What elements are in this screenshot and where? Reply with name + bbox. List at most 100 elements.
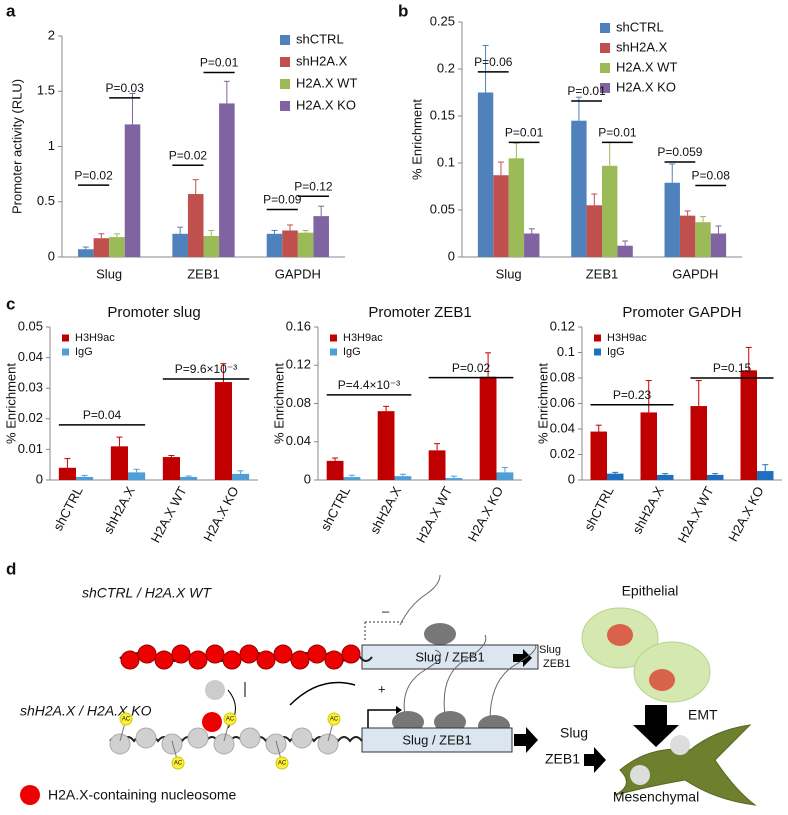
diagram: shCTRL / H2A.X WT – Slug / ZEB1 Slug ZEB… [20, 574, 757, 806]
acetyl-label: AC [122, 717, 131, 723]
nucleosome [222, 650, 242, 670]
bar [571, 120, 587, 257]
p-value: P=0.06 [474, 55, 513, 69]
p-value: P=0.01 [200, 56, 239, 70]
bar [297, 232, 314, 257]
p-value: P=0.23 [613, 388, 652, 402]
y-tick-label: 0.08 [550, 369, 575, 384]
acetyl-mark [275, 756, 289, 770]
bar [477, 92, 494, 257]
legend-swatch [330, 348, 337, 356]
bar [707, 474, 724, 480]
y-tick-label: 0.1 [437, 154, 455, 169]
legend-label: shCTRL [296, 31, 344, 46]
bar [78, 249, 94, 257]
bar [496, 472, 514, 480]
y-tick-label: 0.06 [550, 395, 575, 410]
bar [740, 370, 757, 480]
nucleosome [239, 727, 261, 749]
y-axis-label: % Enrichment [3, 363, 18, 444]
y-tick-label: 0.04 [286, 433, 311, 448]
nucleosome [137, 644, 157, 664]
nucleosome [154, 650, 174, 670]
y-tick-label: 0 [568, 471, 575, 486]
legend-text: H2A.X-containing nucleosome [48, 787, 237, 803]
nucleosome [205, 680, 225, 700]
p-value: P=0.04 [83, 408, 122, 422]
nucleosome [109, 733, 131, 755]
block-arrow [584, 747, 606, 773]
p-value: P=0.01 [567, 84, 606, 98]
bar [343, 477, 361, 480]
y-tick-label: 0.12 [550, 318, 575, 333]
y-axis-label: % Enrichment [271, 363, 286, 444]
x-tick-label: shH2A.X [367, 484, 404, 537]
bar [679, 215, 696, 257]
bar [657, 474, 674, 480]
block-arrow [514, 727, 538, 753]
p-value: P=0.12 [294, 179, 333, 193]
nucleosome [256, 650, 276, 670]
legend-swatch [62, 334, 69, 342]
y-tick-label: 0.02 [18, 410, 43, 425]
tss-arrow [396, 706, 402, 714]
acetyl-label: AC [226, 717, 235, 723]
p-value: P=0.02 [452, 361, 491, 375]
bar [690, 406, 707, 480]
x-tick-label: shCTRL [318, 484, 354, 533]
activation-arrow [289, 681, 356, 706]
y-tick-label: 2 [48, 27, 55, 42]
bar [313, 216, 329, 257]
legend-label: IgG [75, 346, 93, 358]
y-tick-label: 0.1 [557, 344, 575, 359]
nucleosome [239, 644, 259, 664]
p-value: P=0.09 [263, 193, 302, 207]
x-tick-label: shCTRL [50, 484, 86, 533]
nucleosome [120, 650, 140, 670]
bar [428, 450, 446, 480]
p-value: P=0.059 [657, 145, 702, 159]
legend-swatch [594, 334, 601, 342]
sign: – [382, 603, 390, 618]
nucleosome [341, 644, 361, 664]
bar [282, 230, 298, 257]
bar [664, 182, 680, 257]
bar [219, 103, 235, 257]
panel-label: a [6, 1, 16, 20]
bar [377, 411, 395, 480]
x-tick-label: Slug [496, 266, 522, 281]
legend-swatch [600, 43, 610, 53]
y-tick-label: 0.05 [18, 318, 43, 333]
nucleosome [291, 727, 313, 749]
legend-swatch [280, 57, 290, 67]
condition-label: shCTRL / H2A.X WT [82, 585, 212, 601]
legend-label: H2A.X WT [616, 59, 677, 74]
bar [590, 431, 607, 480]
x-tick-label: H2A.X KO [200, 484, 241, 544]
y-tick-label: 0.04 [550, 420, 575, 435]
chart-title: Promoter ZEB1 [368, 304, 471, 321]
legend-label: H3H9ac [607, 332, 647, 344]
legend-swatch [62, 348, 69, 356]
bar [110, 446, 128, 480]
bar [128, 472, 146, 480]
x-tick-label: H2A.X KO [465, 484, 506, 544]
nucleus [670, 735, 690, 755]
panel-label: b [398, 1, 408, 20]
y-tick-label: 0.08 [286, 395, 311, 410]
sign: + [378, 681, 386, 696]
bar [187, 194, 204, 257]
nucleosome [135, 727, 157, 749]
rna [403, 649, 442, 716]
x-tick-label: shCTRL [581, 484, 617, 533]
cell-state: Mesenchymal [613, 789, 699, 805]
block-arrow [513, 649, 532, 667]
product-label: ZEB1 [543, 658, 571, 670]
y-axis-label: % Enrichment [409, 99, 424, 180]
acetyl-label: AC [330, 717, 339, 723]
legend-swatch [600, 63, 610, 73]
process-label: EMT [688, 707, 718, 723]
bar [326, 460, 344, 480]
p-value: P=0.01 [505, 125, 544, 139]
